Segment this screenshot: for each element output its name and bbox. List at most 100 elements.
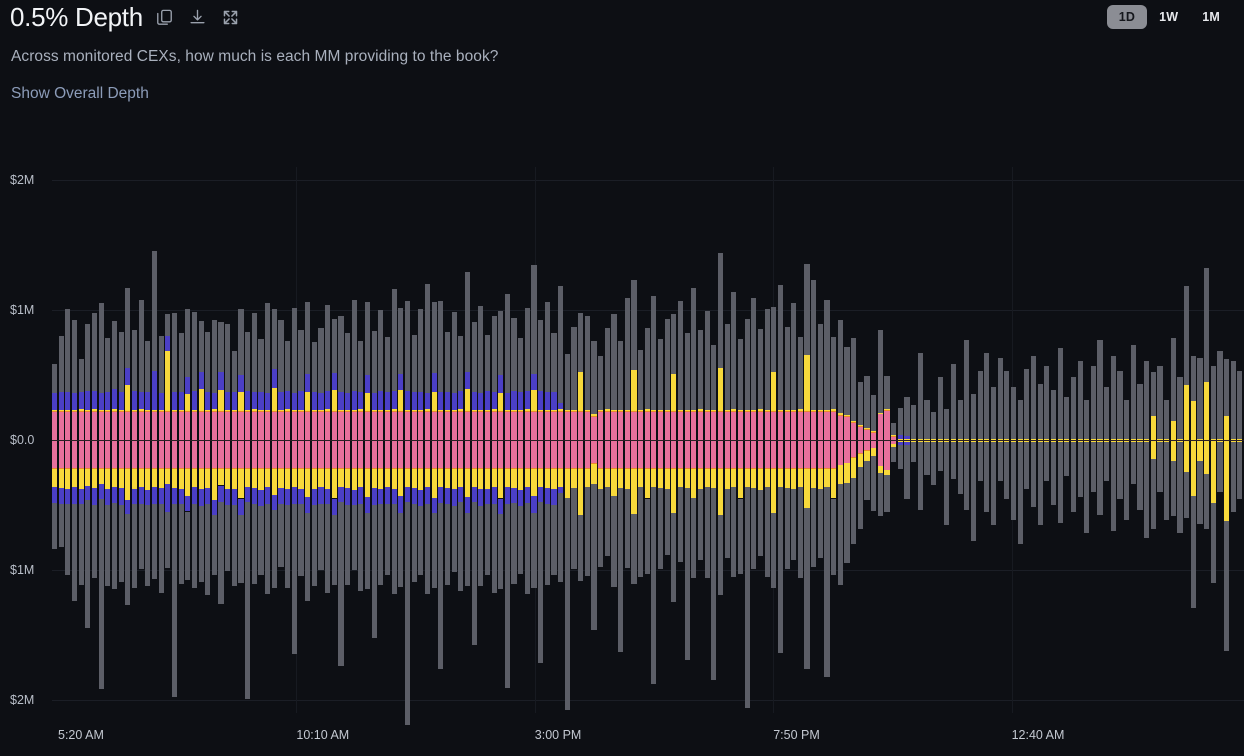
depth-bar[interactable]: [125, 167, 131, 713]
depth-bar[interactable]: [564, 167, 570, 713]
depth-bar[interactable]: [325, 167, 331, 713]
depth-bar[interactable]: [664, 167, 670, 713]
depth-bar[interactable]: [631, 167, 637, 713]
depth-bar[interactable]: [311, 167, 317, 713]
depth-bar[interactable]: [511, 167, 517, 713]
depth-bar[interactable]: [871, 167, 877, 713]
depth-bar[interactable]: [258, 167, 264, 713]
depth-bar[interactable]: [491, 167, 497, 713]
depth-bar[interactable]: [305, 167, 311, 713]
depth-bar[interactable]: [671, 167, 677, 713]
depth-bar[interactable]: [857, 167, 863, 713]
depth-bar[interactable]: [598, 167, 604, 713]
depth-bar[interactable]: [285, 167, 291, 713]
depth-bar[interactable]: [638, 167, 644, 713]
depth-bar[interactable]: [777, 167, 783, 713]
depth-bar[interactable]: [471, 167, 477, 713]
depth-bar[interactable]: [91, 167, 98, 713]
depth-bar[interactable]: [158, 167, 164, 713]
depth-bar[interactable]: [644, 167, 650, 713]
depth-bar[interactable]: [824, 167, 830, 713]
depth-bar[interactable]: [78, 167, 84, 713]
depth-bar[interactable]: [831, 167, 837, 713]
plot-area[interactable]: [52, 167, 1244, 726]
depth-bar[interactable]: [278, 167, 284, 713]
depth-bar[interactable]: [484, 167, 490, 713]
copy-icon[interactable]: [154, 7, 176, 29]
depth-bar[interactable]: [65, 167, 71, 713]
depth-bar[interactable]: [571, 167, 577, 713]
depth-bar[interactable]: [185, 167, 191, 713]
depth-bar[interactable]: [271, 167, 277, 713]
depth-bar[interactable]: [717, 167, 724, 713]
depth-bar[interactable]: [791, 167, 797, 713]
depth-bar[interactable]: [438, 167, 444, 713]
depth-bar[interactable]: [711, 167, 717, 713]
depth-bar[interactable]: [211, 167, 217, 713]
depth-bar[interactable]: [171, 167, 178, 713]
depth-bar[interactable]: [891, 167, 897, 713]
depth-bar[interactable]: [578, 167, 584, 713]
depth-bar[interactable]: [797, 167, 803, 713]
depth-bar[interactable]: [757, 167, 764, 713]
depth-bar[interactable]: [118, 167, 124, 713]
depth-bar[interactable]: [424, 167, 431, 713]
range-button-1w[interactable]: 1W: [1159, 10, 1179, 24]
depth-bar[interactable]: [231, 167, 237, 713]
depth-bar[interactable]: [771, 167, 777, 713]
depth-bar[interactable]: [684, 167, 690, 713]
depth-bar[interactable]: [844, 167, 850, 713]
depth-bar[interactable]: [744, 167, 750, 713]
depth-bar[interactable]: [704, 167, 710, 713]
depth-bar[interactable]: [378, 167, 384, 713]
depth-bar[interactable]: [691, 167, 697, 713]
depth-bar[interactable]: [531, 167, 537, 713]
depth-bar[interactable]: [524, 167, 530, 713]
depth-bar[interactable]: [105, 167, 111, 713]
depth-bar[interactable]: [518, 167, 524, 713]
depth-bar[interactable]: [604, 167, 610, 713]
depth-bar[interactable]: [52, 167, 58, 713]
depth-bar[interactable]: [218, 167, 224, 713]
depth-bar[interactable]: [478, 167, 484, 713]
depth-bar[interactable]: [191, 167, 197, 713]
depth-bar[interactable]: [624, 167, 630, 713]
depth-bar[interactable]: [391, 167, 397, 713]
depth-bar[interactable]: [85, 167, 91, 713]
depth-bar[interactable]: [345, 167, 351, 713]
depth-bar[interactable]: [657, 167, 664, 713]
depth-bar[interactable]: [418, 167, 424, 713]
depth-bar[interactable]: [584, 167, 590, 713]
depth-bar[interactable]: [591, 167, 597, 713]
depth-bar[interactable]: [58, 167, 64, 713]
depth-bar[interactable]: [351, 167, 357, 713]
depth-bar[interactable]: [165, 167, 171, 713]
depth-bar[interactable]: [458, 167, 464, 713]
depth-bar[interactable]: [464, 167, 471, 713]
depth-bar[interactable]: [504, 167, 510, 713]
depth-bar[interactable]: [731, 167, 737, 713]
depth-bar[interactable]: [198, 167, 204, 713]
depth-bar[interactable]: [411, 167, 417, 713]
download-icon[interactable]: [187, 7, 209, 29]
depth-bar[interactable]: [737, 167, 744, 713]
depth-bar[interactable]: [817, 167, 823, 713]
depth-bar[interactable]: [331, 167, 337, 713]
depth-bar[interactable]: [538, 167, 544, 713]
depth-bar[interactable]: [138, 167, 144, 713]
depth-bar[interactable]: [811, 167, 817, 713]
depth-bar[interactable]: [877, 167, 883, 713]
depth-bar[interactable]: [225, 167, 231, 713]
depth-bar[interactable]: [618, 167, 624, 713]
depth-bar[interactable]: [884, 167, 890, 713]
depth-bar[interactable]: [71, 167, 78, 713]
depth-bar[interactable]: [784, 167, 790, 713]
depth-bar[interactable]: [131, 167, 138, 713]
depth-bar[interactable]: [677, 167, 684, 713]
depth-bar[interactable]: [498, 167, 504, 713]
depth-bar[interactable]: [404, 167, 411, 726]
depth-bar[interactable]: [245, 167, 251, 713]
depth-bar[interactable]: [851, 167, 857, 713]
depth-bar[interactable]: [651, 167, 657, 713]
depth-bar[interactable]: [358, 167, 364, 713]
